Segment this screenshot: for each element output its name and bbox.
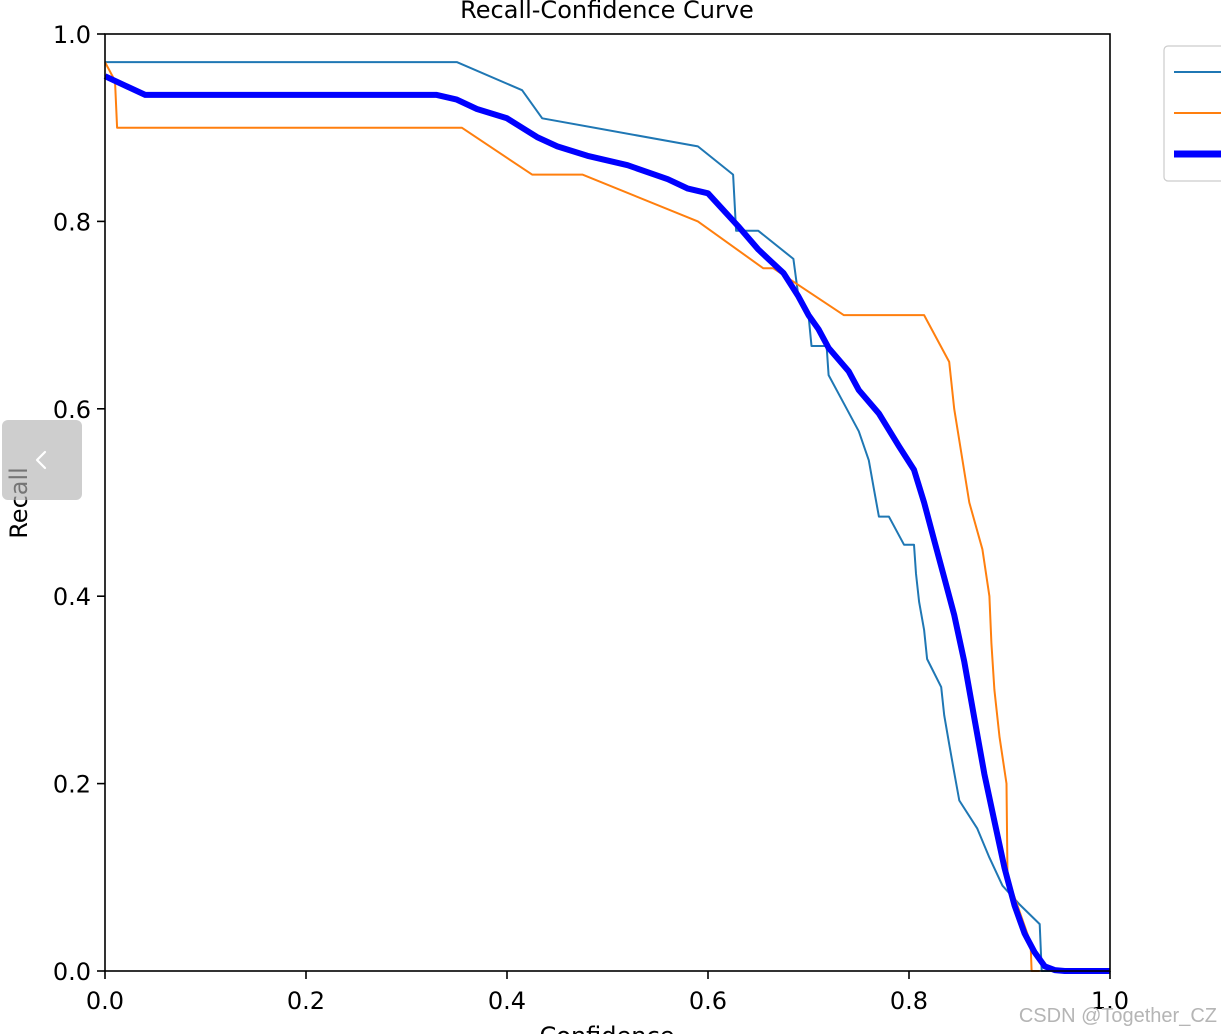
- y-tick-label: 1.0: [53, 21, 91, 49]
- x-tick-label: 0.8: [890, 987, 928, 1015]
- chart-title: Recall-Confidence Curve: [460, 0, 754, 24]
- x-tick-label: 0.4: [488, 987, 526, 1015]
- watermark-text: CSDN @Together_CZ: [1018, 1005, 1217, 1027]
- plot-frame: [104, 33, 1111, 972]
- y-tick-label: 0.8: [53, 208, 91, 236]
- y-tick-label: 0.6: [53, 396, 91, 424]
- y-tick-label: 0.0: [53, 958, 91, 986]
- ticks-layer: 0.0 0.2 0.4 0.6 0.8 1.0 0.0 0.2 0.4 0.6 0.8 1.0: [53, 21, 1129, 1015]
- x-tick-label: 0.2: [287, 987, 325, 1015]
- x-tick-label: 0.0: [86, 987, 124, 1015]
- series-line-2: [104, 61, 1040, 972]
- series-line-1: [105, 61, 1110, 972]
- y-tick-label: 0.4: [53, 583, 91, 611]
- x-tick-label: 1.0: [1091, 987, 1129, 1015]
- previous-button[interactable]: [2, 420, 82, 500]
- x-tick-label: 0.6: [689, 987, 727, 1015]
- legend-entries: [1174, 71, 1221, 158]
- x-axis-label: Confidence: [540, 1022, 675, 1034]
- y-tick-label: 0.2: [53, 771, 91, 799]
- series-line-3: [103, 73, 1110, 974]
- series-layer: [103, 61, 1110, 974]
- legend: [1163, 45, 1221, 182]
- chevron-left-icon: [35, 450, 47, 470]
